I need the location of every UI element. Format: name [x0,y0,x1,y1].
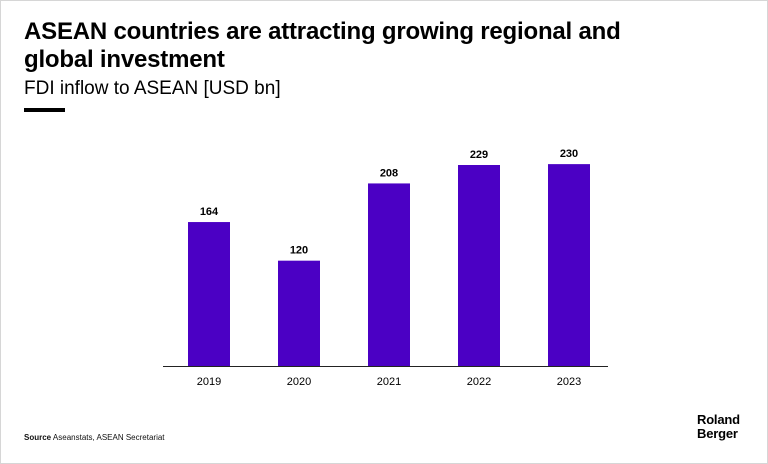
chart-subtitle: FDI inflow to ASEAN [USD bn] [24,78,281,99]
bar-2023 [548,164,590,366]
x-tick-label-2022: 2022 [467,376,491,388]
x-tick-label-2019: 2019 [197,376,221,388]
x-tick-label-2023: 2023 [557,376,581,388]
logo-line-2: Berger [697,426,738,441]
data-label-2022: 229 [470,149,488,161]
data-label-2020: 120 [290,245,308,257]
bar-2019 [188,222,230,366]
title-accent-bar [24,108,65,112]
source-label: Source [24,433,52,442]
bar-2020 [278,260,320,366]
data-label-2019: 164 [200,206,219,218]
source-note: Source Aseanstats, ASEAN Secretariat [24,433,165,442]
source-text: Aseanstats, ASEAN Secretariat [52,433,165,442]
logo-line-1: Roland [697,412,740,427]
bar-2021 [368,183,410,366]
roland-berger-logo: Roland Berger [697,413,740,441]
data-label-2023: 230 [560,148,578,160]
data-label-2021: 208 [380,167,398,179]
bar-2022 [458,165,500,366]
chart-title: ASEAN countries are attracting growing r… [24,18,621,73]
x-tick-label-2020: 2020 [287,376,311,388]
x-tick-label-2021: 2021 [377,376,401,388]
